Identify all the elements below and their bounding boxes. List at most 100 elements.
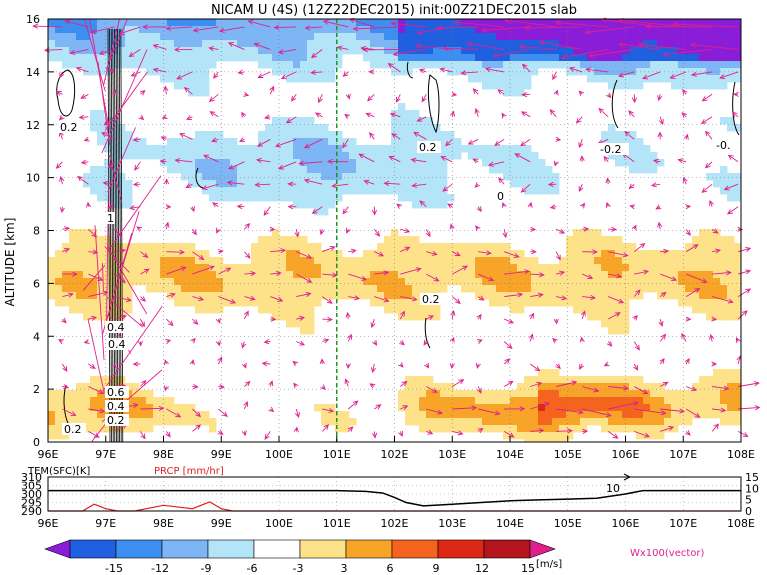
shade-cell bbox=[321, 404, 329, 412]
shade-cell bbox=[90, 26, 98, 34]
shade-cell bbox=[566, 271, 574, 279]
shade-cell bbox=[713, 313, 721, 321]
shade-cell bbox=[552, 411, 560, 419]
shade-cell bbox=[517, 82, 525, 90]
contour-line bbox=[107, 28, 111, 443]
wind-vector bbox=[681, 112, 688, 118]
shade-cell bbox=[440, 264, 448, 272]
shade-cell bbox=[419, 131, 427, 139]
shade-cell bbox=[111, 194, 119, 202]
shade-cell bbox=[265, 40, 273, 48]
shade-cell bbox=[300, 327, 308, 335]
shade-cell bbox=[90, 54, 98, 62]
shade-cell bbox=[286, 166, 294, 174]
x-tick-label: 100E bbox=[265, 448, 293, 461]
shade-cell bbox=[419, 40, 427, 48]
shade-cell bbox=[62, 264, 70, 272]
wind-vector bbox=[140, 431, 146, 440]
shade-cell bbox=[720, 173, 728, 181]
shade-cell bbox=[279, 250, 287, 258]
contour-line bbox=[424, 317, 431, 349]
wind-vector bbox=[690, 42, 739, 50]
shade-cell bbox=[279, 117, 287, 125]
shade-cell bbox=[258, 278, 266, 286]
shade-cell bbox=[391, 33, 399, 41]
shade-cell bbox=[601, 397, 609, 405]
shade-cell bbox=[370, 40, 378, 48]
shade-cell bbox=[111, 180, 119, 188]
shade-cell bbox=[419, 117, 427, 125]
shade-cell bbox=[167, 264, 175, 272]
shade-cell bbox=[307, 187, 315, 195]
shade-cell bbox=[440, 390, 448, 398]
shade-cell bbox=[90, 285, 98, 293]
shade-cell bbox=[307, 320, 315, 328]
shade-cell bbox=[223, 145, 231, 153]
shade-cell bbox=[412, 159, 420, 167]
wind-vector bbox=[88, 363, 96, 369]
shade-cell bbox=[692, 47, 700, 55]
shade-cell bbox=[314, 75, 322, 83]
shade-cell bbox=[426, 278, 434, 286]
wind-vector bbox=[556, 295, 568, 301]
shade-cell bbox=[314, 145, 322, 153]
shade-cell bbox=[706, 390, 714, 398]
wind-vector bbox=[347, 426, 354, 432]
shade-cell bbox=[461, 47, 469, 55]
shade-cell bbox=[622, 313, 630, 321]
legend-prcp: PRCP [mm/hr] bbox=[154, 466, 224, 477]
shade-cell bbox=[468, 264, 476, 272]
shade-cell bbox=[706, 397, 714, 405]
wind-vector bbox=[58, 114, 65, 121]
wind-vector bbox=[711, 228, 719, 234]
wind-vector bbox=[237, 69, 245, 75]
shade-cell bbox=[272, 47, 280, 55]
shade-cell bbox=[461, 26, 469, 34]
shade-cell bbox=[720, 47, 728, 55]
wind-vector bbox=[608, 273, 623, 279]
shade-cell bbox=[426, 19, 434, 27]
wind-vector bbox=[192, 318, 199, 325]
shade-cell bbox=[265, 180, 273, 188]
shade-cell bbox=[335, 278, 343, 286]
shade-cell bbox=[671, 68, 679, 76]
wind-vector bbox=[738, 381, 760, 387]
shade-cell bbox=[139, 145, 147, 153]
shade-cell bbox=[699, 404, 707, 412]
shade-cell bbox=[293, 61, 301, 69]
shade-cell bbox=[286, 26, 294, 34]
wind-vector bbox=[731, 111, 739, 118]
shade-cell bbox=[622, 278, 630, 286]
shade-cell bbox=[538, 383, 546, 391]
shade-cell bbox=[496, 40, 504, 48]
wind-vector bbox=[726, 206, 739, 215]
shade-cell bbox=[524, 257, 532, 265]
shade-cell bbox=[601, 313, 609, 321]
shade-cell bbox=[293, 33, 301, 41]
wind-vector bbox=[369, 383, 376, 389]
shade-cell bbox=[566, 411, 574, 419]
shade-cell bbox=[692, 397, 700, 405]
shade-cell bbox=[489, 264, 497, 272]
shade-cell bbox=[664, 397, 672, 405]
wind-vector bbox=[556, 408, 584, 415]
shade-cell bbox=[482, 54, 490, 62]
shade-cell bbox=[601, 299, 609, 307]
shade-cell bbox=[55, 292, 63, 300]
shade-cell bbox=[48, 411, 56, 419]
shade-cell bbox=[398, 61, 406, 69]
shade-cell bbox=[594, 33, 602, 41]
shade-cell bbox=[279, 264, 287, 272]
shade-cell bbox=[167, 75, 175, 83]
shade-cell bbox=[524, 61, 532, 69]
shade-cell bbox=[461, 271, 469, 279]
shade-cell bbox=[391, 306, 399, 314]
wind-vector bbox=[192, 424, 202, 432]
shade-cell bbox=[580, 61, 588, 69]
wind-vector bbox=[553, 318, 559, 325]
shade-cell bbox=[251, 159, 259, 167]
shade-cell bbox=[146, 26, 154, 34]
shade-cell bbox=[447, 26, 455, 34]
shade-cell bbox=[475, 285, 483, 293]
shade-cell bbox=[97, 138, 105, 146]
